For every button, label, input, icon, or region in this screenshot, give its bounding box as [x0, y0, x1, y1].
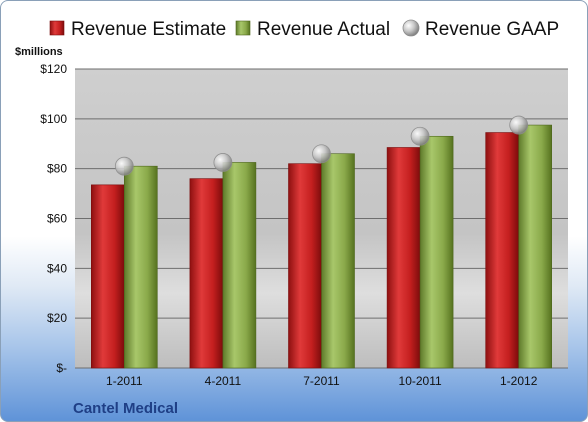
x-tick-label: 1-2012 — [500, 374, 538, 388]
y-tick-label: $40 — [47, 261, 67, 275]
marker-revenue-gaap — [114, 156, 134, 176]
marker-revenue-gaap — [509, 115, 529, 135]
bar-revenue-actual — [222, 162, 257, 369]
legend-swatch — [402, 19, 420, 37]
legend-label: Revenue Estimate — [71, 19, 226, 40]
y-tick-label: $60 — [47, 212, 67, 226]
y-axis-ticks: $- $20 $40 $60 $80 $100 $120 — [40, 62, 67, 375]
gaap-markers — [114, 115, 529, 176]
y-tick-label: $80 — [47, 162, 67, 176]
y-tick-label: $100 — [40, 112, 67, 126]
y-axis-unit-label: $millions — [15, 46, 63, 58]
legend-item-revenue-gaap: Revenue GAAP — [402, 19, 559, 40]
legend-swatch — [49, 20, 65, 36]
x-tick-label: 10-2011 — [399, 374, 442, 388]
bars — [91, 124, 553, 369]
y-tick-label: $120 — [40, 62, 67, 76]
bar-revenue-estimate — [386, 147, 421, 369]
marker-revenue-gaap — [410, 126, 430, 146]
legend: Revenue Estimate Revenue Actual Revenue GA… — [49, 19, 559, 40]
y-tick-label: $- — [56, 361, 67, 375]
bar-revenue-actual — [321, 153, 355, 369]
x-tick-label: 1-2011 — [106, 374, 143, 388]
x-tick-label: 4-2011 — [205, 374, 242, 388]
company-caption: Cantel Medical — [73, 400, 178, 417]
x-axis-ticks: 1-2011 4-2011 7-2011 10-2011 1-2012 — [106, 374, 538, 388]
x-tick-label: 7-2011 — [303, 374, 340, 388]
y-tick-label: $20 — [47, 311, 67, 325]
legend-swatch — [235, 20, 251, 36]
legend-label: Revenue Actual — [257, 19, 390, 40]
legend-item-revenue-estimate: Revenue Estimate — [49, 19, 226, 40]
bar-revenue-actual — [518, 124, 553, 369]
marker-revenue-gaap — [213, 153, 233, 172]
legend-item-revenue-actual: Revenue Actual — [235, 19, 390, 40]
legend-label: Revenue GAAP — [425, 19, 559, 40]
bar-revenue-estimate — [288, 163, 322, 369]
bar-revenue-actual — [124, 165, 158, 369]
bar-revenue-estimate — [91, 184, 125, 369]
bar-revenue-estimate — [485, 132, 520, 369]
bar-revenue-actual — [419, 135, 454, 369]
marker-revenue-gaap — [312, 144, 331, 164]
bar-revenue-estimate — [189, 178, 224, 369]
